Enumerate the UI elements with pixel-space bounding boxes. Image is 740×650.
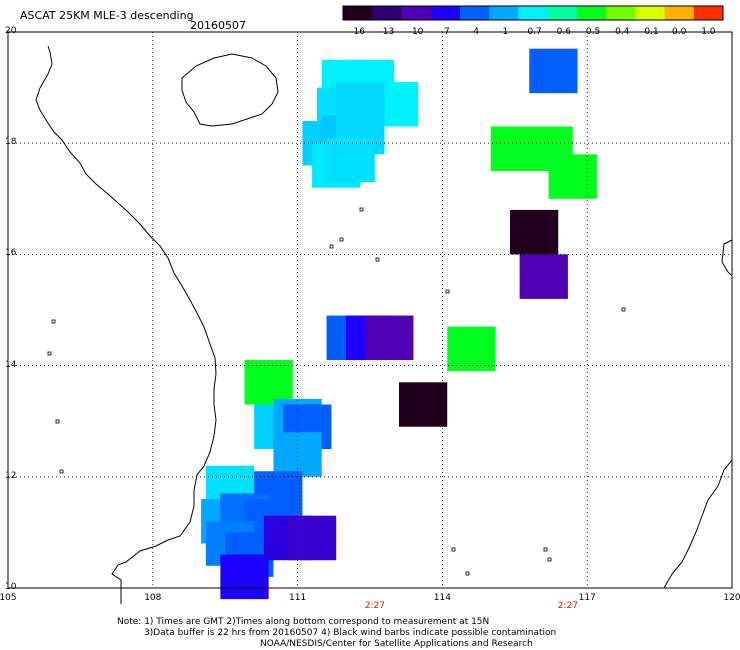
colorbar-tick-label: -1 <box>499 27 509 37</box>
lon-tick-label: 105 <box>0 593 17 603</box>
lat-tick-label: 12 <box>5 470 17 481</box>
island-7 <box>543 547 548 552</box>
swath-cell <box>509 209 559 255</box>
lat-tick-label: 10 <box>5 582 17 592</box>
island-9 <box>465 571 470 576</box>
colorbar-tick-label: 0.0 <box>671 27 687 37</box>
philippines-coastline-north <box>721 239 733 277</box>
colorbar-segment <box>606 6 636 20</box>
lon-tick-label: 108 <box>144 593 162 603</box>
swath-cell <box>529 48 578 94</box>
map-frame <box>7 31 733 589</box>
colorbar-segment <box>693 6 724 20</box>
swath-cell <box>447 326 496 372</box>
island-4 <box>445 289 450 294</box>
swath-cell <box>519 254 568 299</box>
lon-tick-label: 117 <box>578 593 596 603</box>
colorbar-segment <box>664 6 695 20</box>
lat-tick-label: 18 <box>5 137 17 148</box>
pass-time-label: 2:27 <box>557 601 578 611</box>
colorbar-segment <box>459 6 490 20</box>
lat-tick-label: 20 <box>5 26 17 36</box>
colorbar-tick-label: -0.1 <box>641 27 659 37</box>
colorbar-segment <box>635 6 666 20</box>
colorbar-tick-label: -0.4 <box>611 27 630 37</box>
colorbar-tick-label: -0.6 <box>553 27 571 37</box>
colorbar-segment <box>372 6 402 20</box>
vietnam-coastline <box>35 45 217 604</box>
island-12 <box>55 419 60 424</box>
island-6 <box>451 547 456 552</box>
colorbar-tick-label: -4 <box>470 27 480 37</box>
colorbar-segment <box>518 6 549 20</box>
product-title: ASCAT 25KM MLE-3 descending <box>20 9 194 22</box>
palawan-coastline <box>663 459 733 589</box>
colorbar-tick-label: -7 <box>440 27 450 37</box>
product-date: 20160507 <box>190 19 246 32</box>
colorbar-segment <box>401 6 432 20</box>
island-8 <box>547 557 552 562</box>
island-3 <box>375 257 380 262</box>
colorbar-segment <box>576 6 607 20</box>
swath-cell <box>398 382 448 427</box>
colorbar-tick-label: -16 <box>350 27 365 37</box>
island-0 <box>359 207 364 212</box>
colorbar-tick-label: -0.5 <box>582 27 601 37</box>
colorbar-segment <box>430 6 461 20</box>
colorbar-segment <box>343 6 373 20</box>
island-11 <box>47 351 52 356</box>
swath-cell <box>548 154 597 199</box>
island-13 <box>59 469 64 474</box>
note-line-2: 3)Data buffer is 22 hrs from 20160507 4)… <box>144 628 557 638</box>
island-5 <box>621 307 626 312</box>
swath-cell <box>326 137 375 183</box>
note-line-3: NOAA/NESDIS/Center for Satellite Applica… <box>260 639 533 649</box>
swath-cell <box>220 554 269 600</box>
island-2 <box>339 237 344 242</box>
colorbar-tick-label: -10 <box>408 27 424 37</box>
lat-tick-label: 14 <box>5 359 17 370</box>
swath-cell <box>365 315 414 361</box>
lon-tick-label: 114 <box>433 593 451 603</box>
lon-tick-label: 120 <box>723 593 740 603</box>
swath-cell <box>244 360 293 405</box>
colorbar-tick-label: -0.7 <box>524 27 542 37</box>
pass-time-label: 2:27 <box>364 601 385 611</box>
colorbar-segment <box>489 6 519 20</box>
island-10 <box>51 319 56 324</box>
island-1 <box>329 244 334 249</box>
colorbar-tick-label: -13 <box>379 27 395 37</box>
lat-tick-label: 16 <box>5 248 17 259</box>
swath-cell <box>287 515 337 561</box>
lon-tick-label: 111 <box>289 593 307 603</box>
note-line-1: Note: 1) Times are GMT 2)Times along bot… <box>117 617 490 627</box>
hainan-coastline <box>181 53 279 127</box>
colorbar-segment <box>547 6 578 20</box>
colorbar-frame <box>342 5 724 21</box>
swath-cell <box>273 432 322 477</box>
colorbar-tick-label: 1.0 <box>701 27 716 37</box>
